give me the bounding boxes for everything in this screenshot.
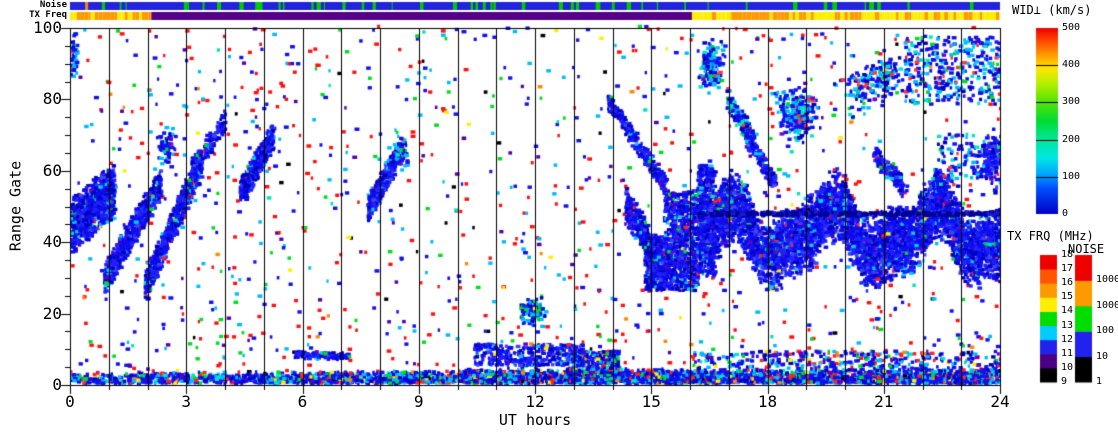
txfrq-tick-label: 12 bbox=[1061, 333, 1074, 345]
y-tick-label: 80 bbox=[42, 89, 62, 109]
wid-tick-label: 100 bbox=[1062, 170, 1081, 182]
txfrq-tick-label: 10 bbox=[1061, 361, 1074, 373]
x-tick-label: 21 bbox=[874, 392, 894, 411]
x-tick-label: 0 bbox=[65, 392, 75, 411]
txfrq-tick-label: 17 bbox=[1061, 263, 1074, 275]
x-tick-label: 3 bbox=[181, 392, 192, 411]
x-tick-label: 9 bbox=[413, 392, 424, 411]
y-tick-label: 100 bbox=[33, 18, 62, 37]
noise-colorbar bbox=[1075, 255, 1092, 382]
txfrq-tick-label: 13 bbox=[1061, 319, 1074, 331]
noise-tick-label: 1 bbox=[1096, 376, 1103, 387]
noise-strip-label: Noise bbox=[39, 0, 67, 10]
plot-area bbox=[70, 28, 1000, 385]
txfrq-tick-label: 18 bbox=[1061, 249, 1074, 260]
wid-colorbar bbox=[1036, 28, 1058, 214]
txfreq-status-strip bbox=[70, 12, 1000, 20]
x-tick-label: 15 bbox=[641, 392, 661, 411]
x-tick-label: 24 bbox=[990, 392, 1010, 411]
noise-tick-label: 10000 bbox=[1096, 274, 1118, 286]
txfreq-strip-label: TX Freq bbox=[29, 10, 67, 20]
y-tick-label: 60 bbox=[42, 160, 62, 180]
wid-tick-label: 0 bbox=[1062, 208, 1069, 219]
x-tick-label: 18 bbox=[757, 392, 778, 411]
wid-tick-label: 200 bbox=[1062, 133, 1081, 145]
x-axis-title: UT hours bbox=[498, 411, 572, 429]
txfrq-colorbar-title: TX FRQ (MHz) bbox=[1007, 229, 1094, 243]
noise-tick-label: 100 bbox=[1096, 325, 1115, 337]
noise-tick-label: 1000 bbox=[1096, 299, 1118, 311]
y-axis-title: Range Gate bbox=[6, 160, 25, 252]
y-tick-label: 20 bbox=[42, 303, 62, 323]
txfrq-colorbar bbox=[1040, 255, 1057, 382]
y-tick-label: 40 bbox=[42, 232, 62, 252]
y-tick-label: 0 bbox=[52, 375, 62, 394]
wid-tick-label: 500 bbox=[1062, 22, 1081, 33]
x-tick-label: 6 bbox=[297, 392, 308, 411]
txfrq-tick-label: 9 bbox=[1061, 376, 1068, 387]
txfrq-tick-label: 11 bbox=[1061, 347, 1074, 359]
wid-tick-label: 400 bbox=[1062, 59, 1081, 71]
txfrq-tick-label: 14 bbox=[1061, 305, 1074, 317]
txfrq-tick-label: 15 bbox=[1061, 291, 1074, 303]
noise-tick-label: 10 bbox=[1096, 350, 1109, 362]
noise-colorbar-title: NOISE bbox=[1068, 242, 1105, 256]
x-tick-label: 12 bbox=[525, 392, 545, 411]
noise-status-strip bbox=[70, 2, 1000, 10]
wid-colorbar-title: WID⊥ (km/s) bbox=[1012, 3, 1092, 17]
txfrq-tick-label: 16 bbox=[1061, 277, 1074, 289]
wid-tick-label: 300 bbox=[1062, 96, 1081, 108]
